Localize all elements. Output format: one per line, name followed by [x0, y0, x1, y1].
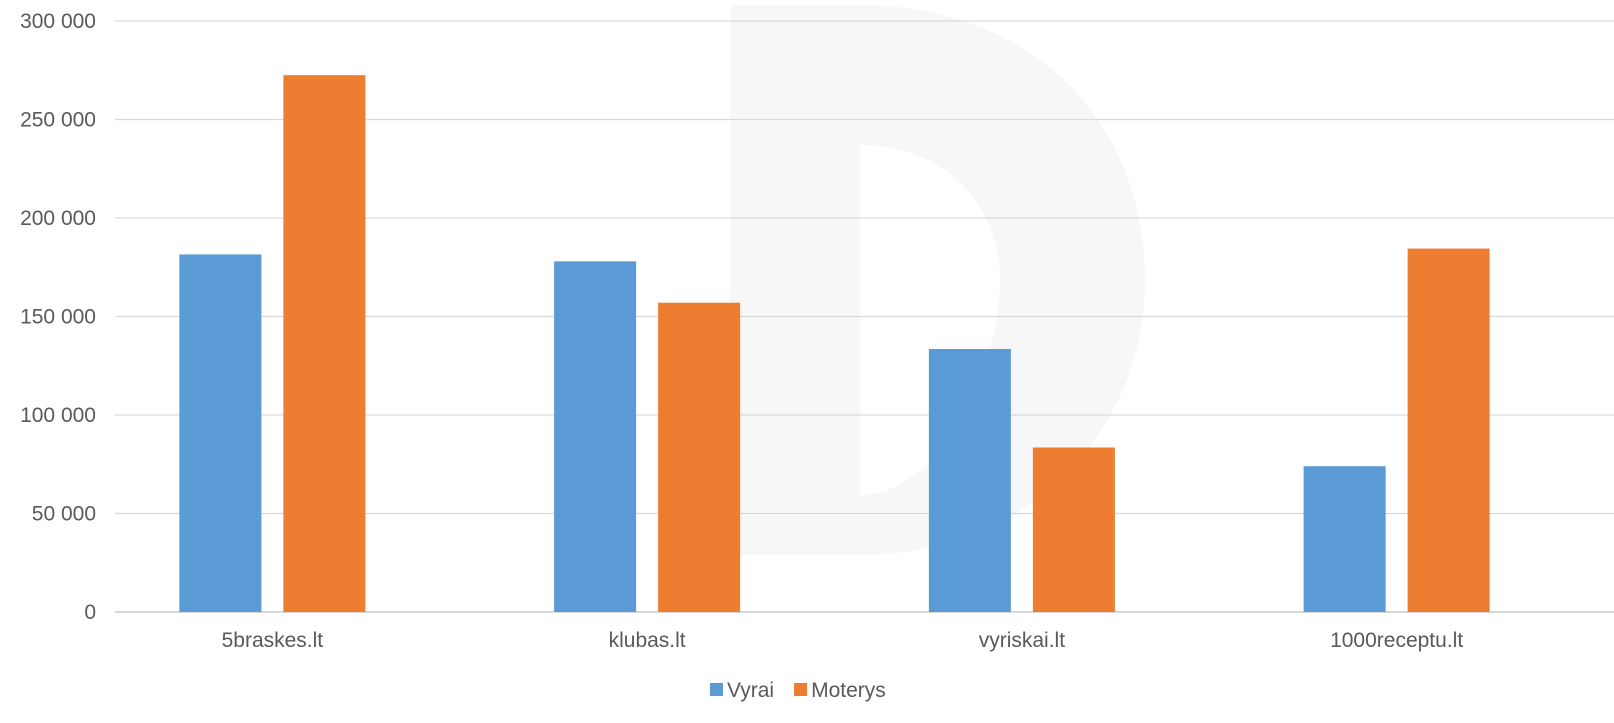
x-tick-label: 5braskes.lt — [222, 629, 324, 652]
bars — [179, 75, 1490, 613]
bar-moterys-2 — [1032, 447, 1115, 612]
legend-label-vyrai: Vyrai — [727, 679, 774, 702]
legend: Vyrai Moterys — [710, 679, 886, 702]
y-axis-tick-labels: 0 50 000 100 000 150 000 200 000 250 000 300 0… — [20, 10, 96, 624]
x-tick-label: 1000receptu.lt — [1330, 629, 1463, 652]
bar-moterys-0 — [283, 75, 366, 613]
bar-vyrai-1 — [554, 261, 637, 612]
y-tick-label: 250 000 — [20, 109, 96, 132]
bar-vyrai-2 — [928, 349, 1011, 612]
x-tick-label: vyriskai.lt — [979, 629, 1066, 652]
y-tick-label: 0 — [84, 601, 96, 624]
bar-moterys-1 — [658, 302, 741, 612]
x-tick-label: klubas.lt — [609, 629, 686, 652]
y-tick-label: 50 000 — [32, 503, 96, 526]
y-tick-label: 200 000 — [20, 207, 96, 230]
legend-label-moterys: Moterys — [811, 679, 886, 702]
legend-swatch-vyrai — [710, 683, 723, 696]
bar-vyrai-3 — [1303, 466, 1386, 612]
y-tick-label: 150 000 — [20, 306, 96, 329]
bar-vyrai-0 — [179, 254, 262, 612]
y-tick-label: 300 000 — [20, 10, 96, 33]
bar-moterys-3 — [1407, 248, 1490, 612]
y-tick-label: 100 000 — [20, 404, 96, 427]
legend-swatch-moterys — [794, 683, 808, 696]
x-axis-tick-labels: 5braskes.lt klubas.lt vyriskai.lt 1000recep… — [222, 629, 1464, 652]
